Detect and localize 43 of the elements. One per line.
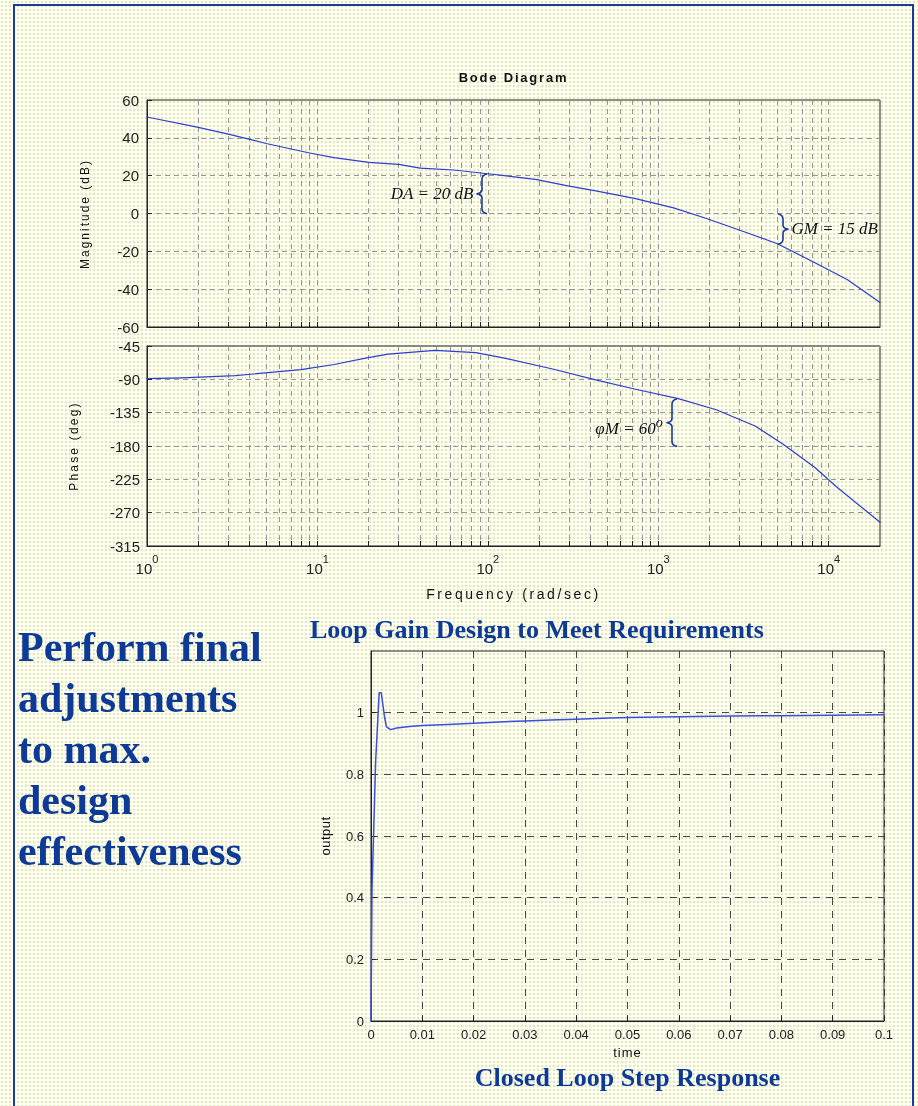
y-tick-label: 0.8 [345, 766, 364, 782]
y-tick-label: -45 [118, 337, 140, 355]
y-tick-label: -315 [109, 537, 140, 555]
x-tick-label: 0.04 [563, 1027, 589, 1042]
y-tick-label: 0 [130, 205, 139, 222]
y-tick-label: 0.2 [345, 951, 364, 967]
x-tick-label: 0.07 [717, 1027, 743, 1042]
y-tick-label: 40 [122, 129, 139, 147]
annotation: φM = 60$^{o}$ [595, 413, 663, 440]
y-axis-title: Magnitude (dB) [78, 158, 92, 269]
y-tick-label: -135 [109, 404, 140, 422]
annotation: GM = 15 dB [791, 217, 878, 240]
y-tick-label: 60 [122, 91, 139, 109]
text: Closed Loop Step Response [473, 1063, 782, 1093]
y-tick-label: -40 [117, 280, 139, 298]
x-axis-title: Frequency (rad/sec) [426, 586, 601, 602]
y-tick-label: -90 [118, 370, 140, 388]
y-tick-label: -60 [117, 318, 139, 336]
y-tick-label: 20 [122, 167, 139, 185]
y-tick-label: 1 [356, 705, 364, 721]
x-tick-label: 0.09 [820, 1027, 846, 1042]
x-tick-label: 0.03 [512, 1027, 538, 1042]
y-axis-title: Phase (deg) [67, 401, 81, 491]
text: Perform final adjustments to max. design effectiveness [18, 623, 263, 876]
y-tick-label: 0.4 [345, 890, 364, 906]
y-tick-label: -225 [109, 470, 140, 488]
x-tick-label: 0.02 [460, 1027, 487, 1042]
y-axis-title: output [317, 816, 333, 856]
chart-title: Bode Diagram [457, 70, 570, 85]
x-tick-label: 0 [367, 1027, 375, 1042]
chart-title: Loop Gain Design to Meet Requirements [310, 615, 764, 645]
y-tick-label: 0.6 [345, 828, 364, 844]
x-axis-title: time [613, 1044, 642, 1060]
annotation: DA = 20 dB [390, 182, 474, 205]
y-tick-label: -270 [109, 504, 140, 522]
y-tick-label: 0 [356, 1013, 364, 1029]
x-tick-label: 0.05 [614, 1027, 641, 1042]
x-tick-label: 0.1 [874, 1027, 894, 1042]
y-tick-label: -180 [109, 437, 140, 455]
y-tick-label: -20 [117, 242, 139, 260]
x-tick-label: 0.06 [666, 1027, 692, 1042]
x-tick-label: 0.08 [768, 1027, 795, 1042]
x-tick-label: 0.01 [409, 1027, 435, 1042]
